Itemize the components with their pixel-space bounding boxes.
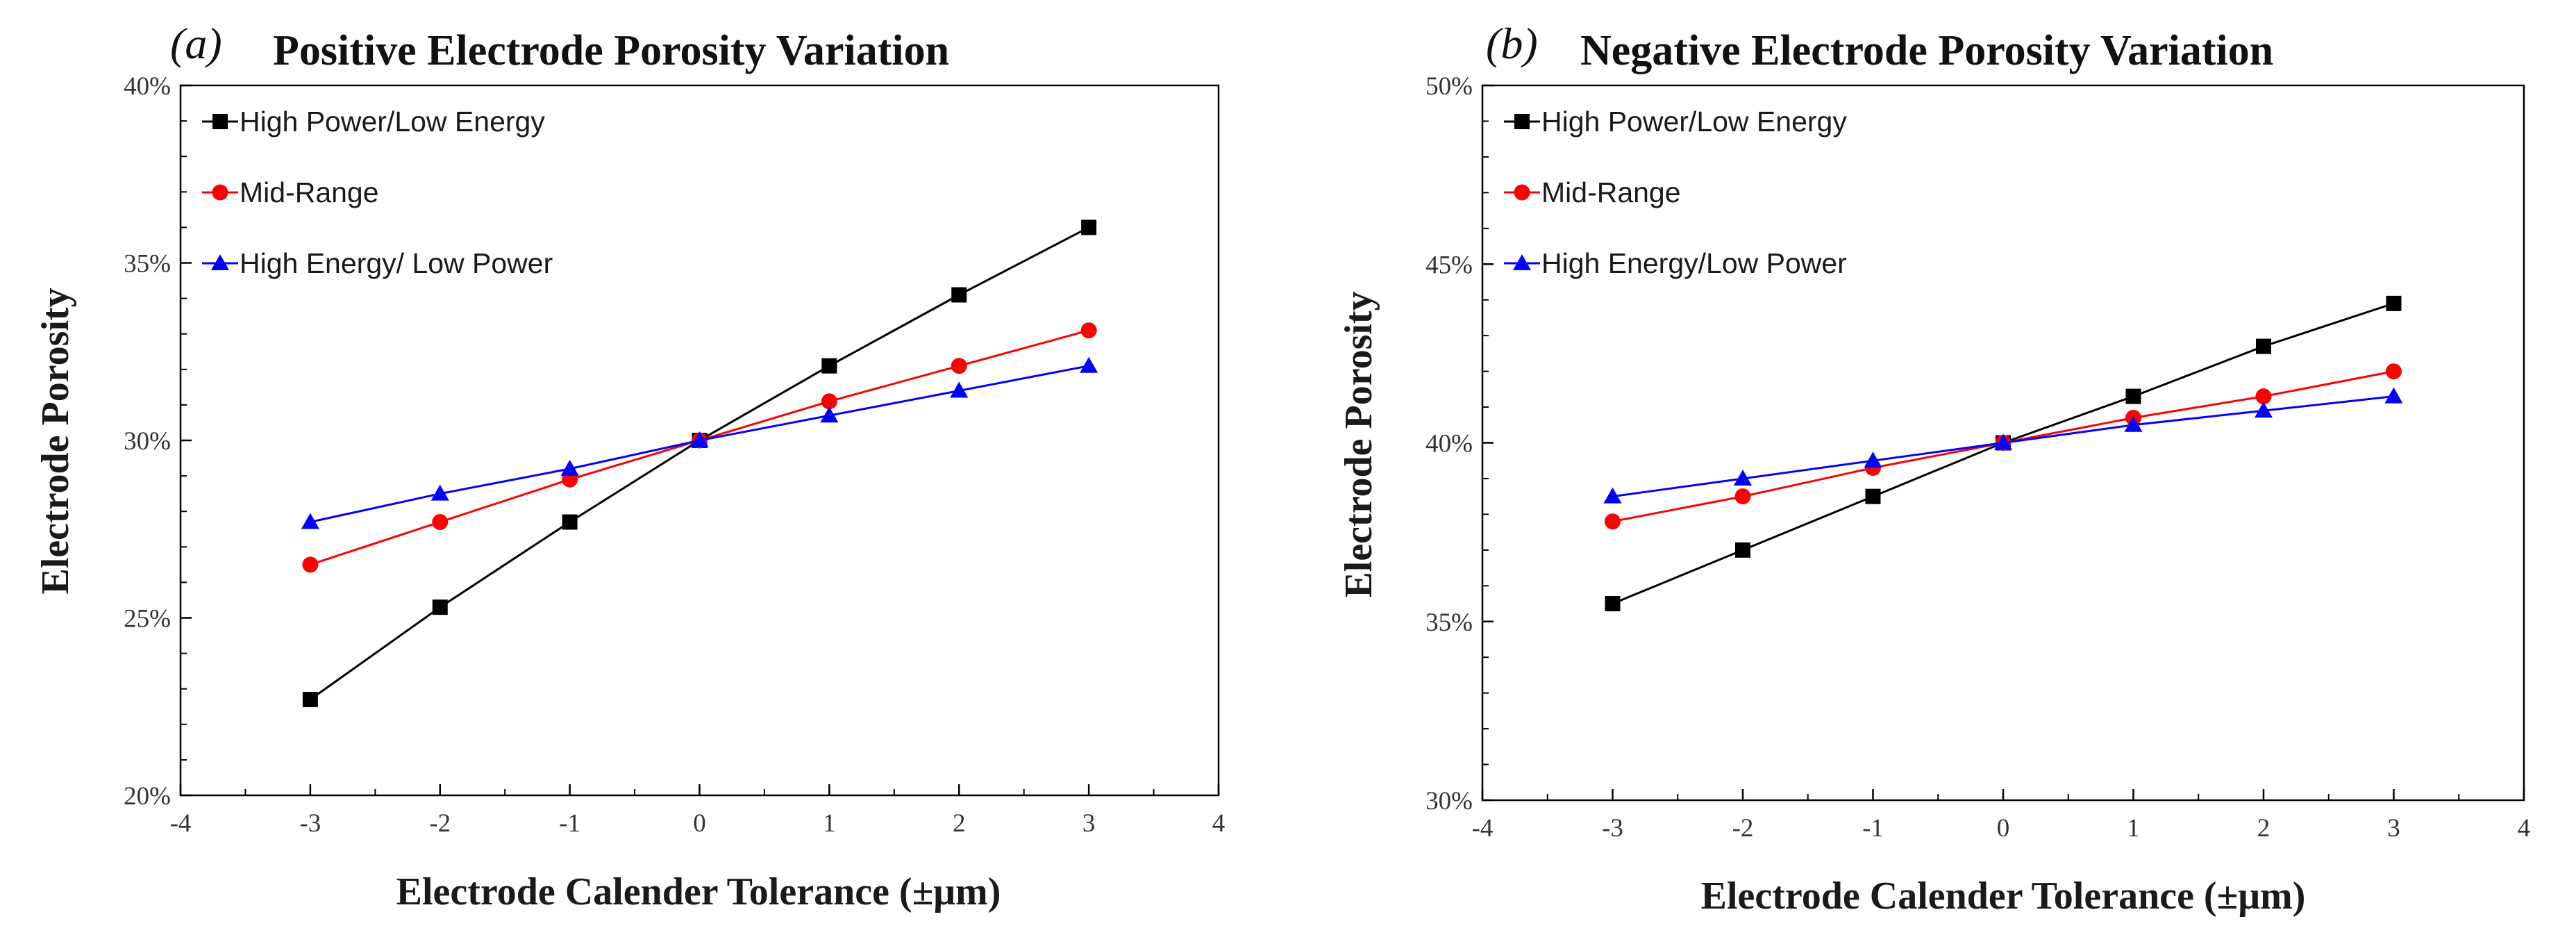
legend-label: High Power/Low Energy [240, 106, 545, 138]
data-point-circle [2386, 363, 2402, 380]
series-line-square [1612, 302, 2394, 605]
data-point-circle [302, 556, 319, 573]
data-point-square [1735, 542, 1750, 558]
series-line-square [310, 226, 1089, 701]
y-tick-label: 45% [1425, 251, 1473, 279]
data-point-square [562, 514, 578, 530]
x-tick-label: 4 [1212, 809, 1226, 838]
x-tick-label: 2 [953, 809, 966, 838]
y-axis-title: Electrode Porosity [1337, 291, 1380, 597]
data-point-circle [951, 358, 967, 374]
y-tick-label: 25% [124, 605, 171, 634]
data-point-triangle [1080, 356, 1098, 373]
panel-negative-electrode: (b) Negative Electrode Porosity Variatio… [1337, 19, 2530, 918]
data-point-triangle [2124, 415, 2143, 432]
y-tick-label: 40% [1425, 430, 1473, 458]
data-point-square [821, 358, 837, 374]
data-point-triangle [950, 381, 969, 398]
legend-marker [212, 114, 228, 129]
data-point-square [1081, 220, 1097, 235]
x-tick-label: 4 [2518, 814, 2531, 843]
y-tick-label: 30% [124, 427, 171, 456]
data-point-square [951, 287, 967, 303]
legend-label: Mid-Range [1541, 176, 1681, 208]
x-tick-label: -4 [170, 809, 192, 838]
data-point-triangle [1994, 433, 2012, 450]
y-tick-label: 50% [1425, 72, 1473, 101]
y-tick-label: 35% [124, 250, 171, 279]
data-point-square [432, 599, 448, 615]
legend-marker [212, 184, 228, 201]
x-tick-label: -1 [1862, 814, 1884, 843]
y-tick-label: 30% [1425, 787, 1473, 815]
data-point-triangle [690, 431, 709, 447]
x-tick-label: 1 [823, 809, 836, 838]
legend-label: High Energy/Low Power [1541, 247, 1847, 279]
data-point-triangle [1734, 469, 1752, 486]
legend-label: Mid-Range [240, 176, 379, 208]
data-point-circle [821, 393, 837, 410]
x-tick-label: 0 [693, 809, 706, 838]
legend-marker [1513, 254, 1531, 270]
x-tick-label: -3 [299, 809, 321, 838]
x-tick-label: 3 [2387, 814, 2400, 843]
data-point-circle [432, 514, 449, 531]
x-tick-label: -4 [1472, 814, 1494, 843]
data-point-square [2256, 338, 2271, 354]
x-tick-label: -2 [1732, 814, 1754, 843]
legend-label: High Power/Low Energy [1541, 106, 1847, 138]
data-point-square [1605, 596, 1621, 612]
x-tick-label: 2 [2257, 814, 2270, 843]
y-tick-label: 35% [1425, 608, 1473, 637]
x-tick-label: -3 [1602, 814, 1623, 843]
data-point-triangle [820, 406, 839, 423]
y-axis-title: Electrode Porosity [34, 288, 77, 594]
x-tick-label: 3 [1082, 809, 1096, 838]
panel-label: (b) [1486, 19, 1538, 68]
data-point-square [2386, 295, 2402, 311]
x-tick-label: -1 [559, 809, 580, 838]
data-point-circle [1080, 322, 1097, 339]
panel-label: (a) [170, 19, 222, 68]
legend-marker [211, 254, 229, 270]
x-tick-label: -2 [429, 809, 451, 838]
data-point-circle [1734, 488, 1751, 505]
data-point-square [302, 692, 318, 708]
data-point-triangle [1603, 487, 1622, 504]
legend-label: High Energy/ Low Power [240, 247, 553, 279]
data-point-square [1865, 488, 1881, 504]
data-point-circle [2255, 388, 2272, 405]
x-axis-title: Electrode Calender Tolerance (±μm) [396, 870, 1001, 913]
data-point-triangle [1864, 452, 1882, 468]
data-point-triangle [430, 484, 449, 501]
x-axis-title: Electrode Calender Tolerance (±μm) [1701, 875, 2306, 918]
chart-title: Positive Electrode Porosity Variation [273, 27, 949, 74]
data-point-triangle [2384, 387, 2403, 404]
y-tick-label: 40% [124, 72, 171, 101]
x-tick-label: 1 [2127, 814, 2140, 843]
legend-marker [1514, 114, 1530, 129]
panel-positive-electrode: (a) Positive Electrode Porosity Variatio… [34, 19, 1225, 913]
data-point-square [2125, 388, 2141, 404]
x-tick-label: 0 [1997, 814, 2010, 843]
data-point-circle [1605, 513, 1621, 530]
legend-marker [1514, 184, 1530, 201]
data-point-triangle [560, 459, 579, 476]
data-point-triangle [2255, 401, 2273, 418]
chart-title: Negative Electrode Porosity Variation [1580, 27, 2273, 74]
data-point-triangle [301, 513, 319, 529]
y-tick-label: 20% [124, 782, 171, 811]
